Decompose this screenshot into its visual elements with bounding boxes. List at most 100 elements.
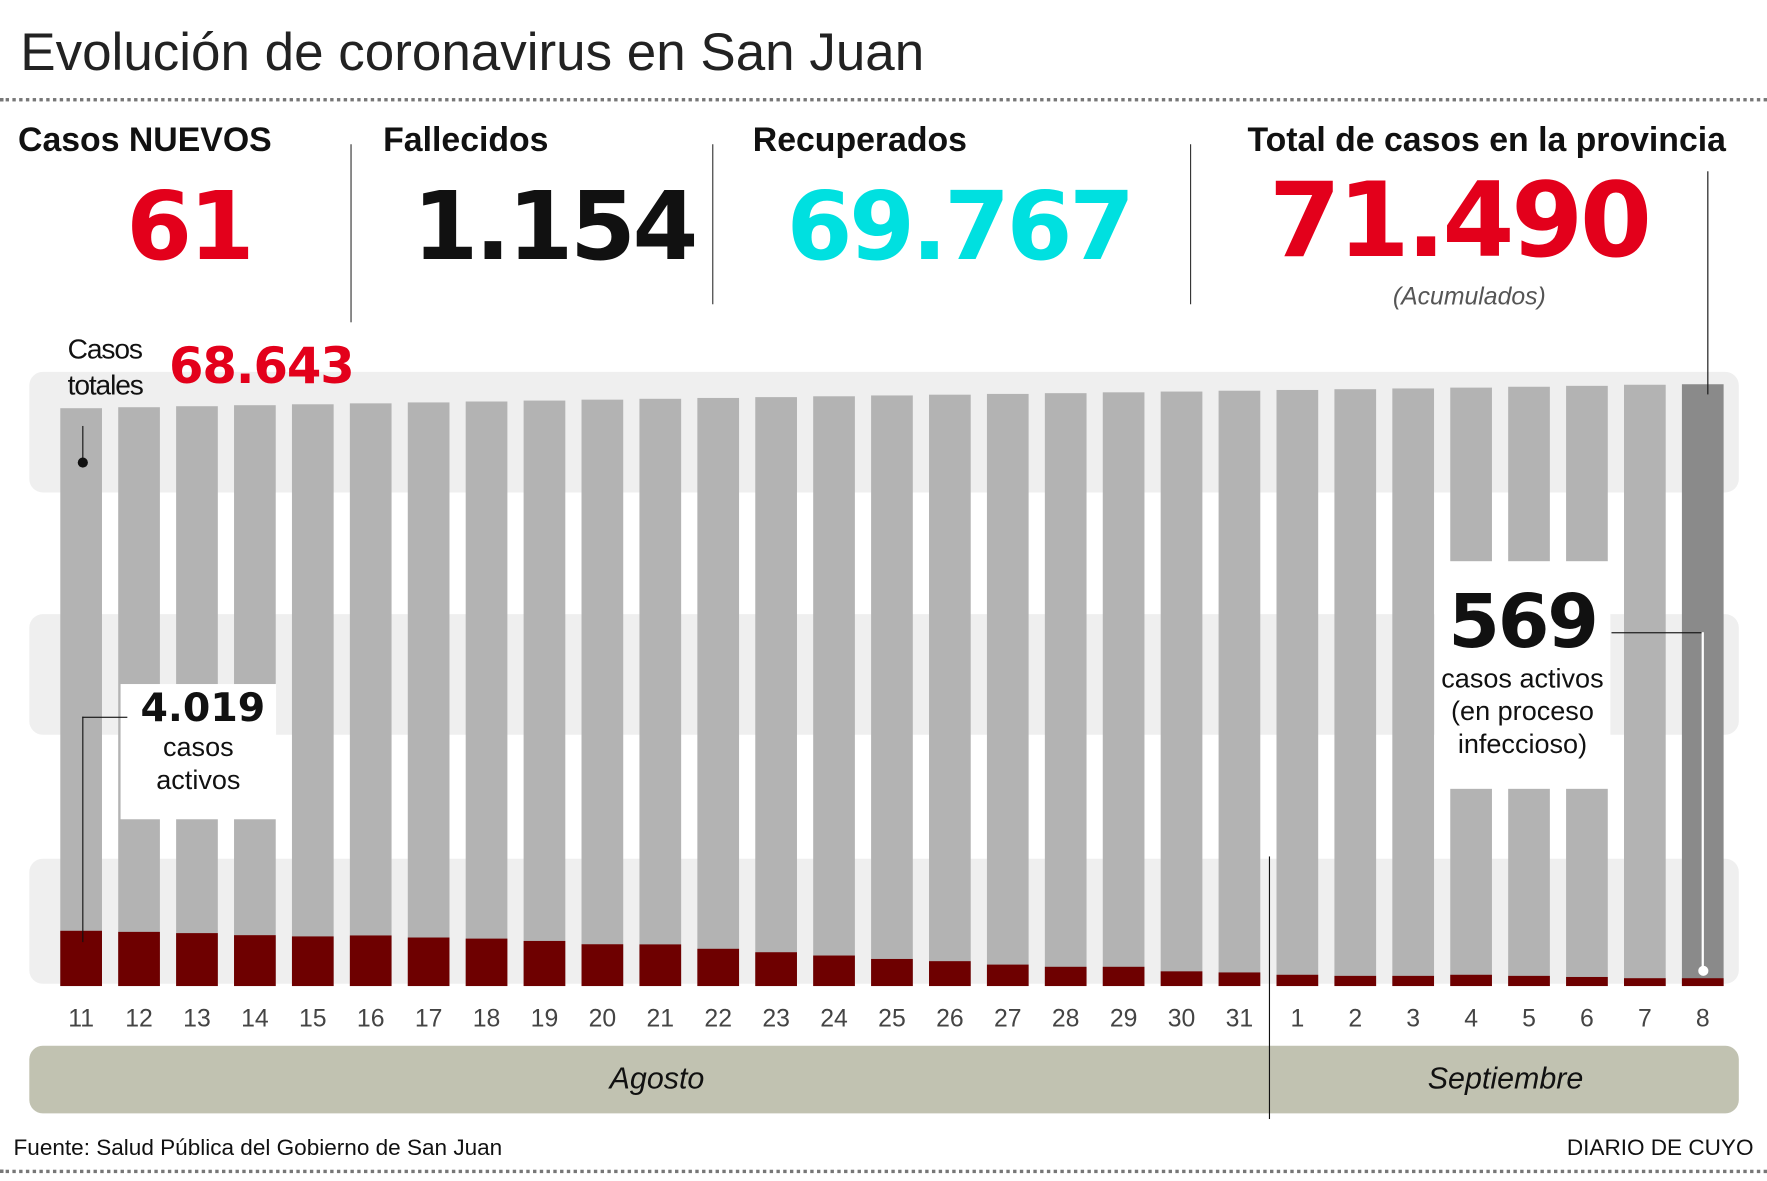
- page-title: Evolución de coronavirus en San Juan: [20, 21, 925, 82]
- month-divider: [1268, 856, 1271, 1120]
- x-tick-label: 5: [1522, 1006, 1536, 1033]
- bar-active: [1392, 975, 1435, 987]
- x-tick-label: 7: [1638, 1006, 1652, 1033]
- bar-active: [234, 935, 276, 987]
- leader-line: [82, 716, 84, 943]
- bar-active: [1508, 975, 1550, 987]
- bar-active: [871, 958, 913, 987]
- month-label-agosto: Agosto: [609, 1061, 705, 1096]
- new-cases-label: Casos NUEVOS: [18, 121, 272, 159]
- x-tick-label: 18: [473, 1006, 501, 1033]
- bar-total: [1218, 390, 1261, 987]
- divider: [712, 144, 714, 305]
- bar-total: [349, 403, 392, 987]
- bar-total: [871, 395, 913, 987]
- total-note: (Acumulados): [1392, 281, 1546, 310]
- label-line: (en proceso: [1451, 696, 1594, 727]
- bar-active: [1276, 974, 1319, 987]
- x-tick-label: 6: [1580, 1006, 1594, 1033]
- bar-active: [1450, 974, 1492, 987]
- recovered-value: 69.767: [786, 171, 1135, 282]
- bar-total: [1160, 391, 1203, 987]
- label-line: casos activos: [1441, 663, 1604, 695]
- bar-total: [755, 397, 797, 987]
- x-tick-label: 26: [936, 1006, 964, 1033]
- bar-total: [639, 398, 682, 987]
- bar-total: [1276, 389, 1319, 987]
- label-line: Casos: [67, 333, 143, 366]
- month-label-septiembre: Septiembre: [1427, 1061, 1584, 1096]
- x-tick-label: 20: [589, 1006, 617, 1033]
- bar-active: [176, 933, 218, 987]
- bar-active: [1218, 972, 1261, 987]
- leader-line: [82, 716, 128, 718]
- x-tick-label: 12: [125, 1006, 153, 1033]
- divider-bottom: [0, 1169, 1767, 1174]
- bar-active: [1334, 975, 1377, 987]
- deaths-value: 1.154: [412, 171, 698, 282]
- x-tick-label: 24: [820, 1006, 848, 1033]
- leader-line: [82, 425, 84, 463]
- bar-total: [291, 404, 334, 987]
- divider-top: [0, 98, 1767, 102]
- x-tick-label: 29: [1110, 1006, 1138, 1033]
- total-value: 71.490: [1268, 160, 1652, 281]
- bar-active: [118, 931, 160, 987]
- bar-total: [697, 397, 740, 987]
- bar-active: [986, 964, 1029, 987]
- bar-total: [581, 399, 624, 987]
- bar-active: [639, 944, 682, 987]
- source-text: Fuente: Salud Pública del Gobierno de Sa…: [13, 1135, 503, 1161]
- total-label: Total de casos en la provincia: [1247, 121, 1726, 159]
- marker-dot: [1698, 965, 1709, 976]
- bar-total: [1392, 388, 1435, 987]
- bar-active: [349, 935, 392, 987]
- bar-total: [1623, 384, 1666, 987]
- total-first-value: 68.643: [169, 338, 355, 396]
- x-tick-label: 1: [1290, 1006, 1304, 1033]
- new-cases-value: 61: [126, 171, 254, 282]
- x-tick-label: 21: [646, 1006, 674, 1033]
- bar-active: [581, 944, 624, 987]
- x-tick-label: 30: [1168, 1006, 1196, 1033]
- active-first-value: 4.019: [140, 686, 266, 732]
- bar-active: [1102, 966, 1145, 987]
- x-tick-label: 16: [357, 1006, 385, 1033]
- deaths-label: Fallecidos: [383, 121, 549, 159]
- brand-text: DIARIO DE CUYO: [1566, 1135, 1754, 1161]
- x-tick-label: 19: [531, 1006, 559, 1033]
- x-tick-label: 17: [415, 1006, 443, 1033]
- x-tick-label: 14: [241, 1006, 269, 1033]
- bar-active: [755, 952, 797, 987]
- bar-active: [523, 940, 566, 987]
- leader-line: [1701, 632, 1704, 971]
- bar-active: [1681, 978, 1724, 987]
- bar-active: [407, 937, 450, 987]
- bar-active: [1566, 976, 1608, 987]
- label-line: casos: [162, 732, 234, 763]
- bar-active: [929, 961, 971, 987]
- bar-active: [60, 930, 102, 987]
- bar-active: [697, 948, 740, 987]
- bar-total: [929, 394, 971, 987]
- divider: [1190, 144, 1192, 305]
- x-tick-label: 23: [762, 1006, 790, 1033]
- leader-line: [1611, 632, 1702, 634]
- bar-active: [813, 955, 855, 987]
- bar-total: [1102, 392, 1145, 987]
- total-cases-label: Casos totales: [67, 331, 144, 403]
- x-tick-label: 4: [1464, 1006, 1478, 1033]
- month-band: [29, 1045, 1739, 1114]
- x-tick-label: 2: [1348, 1006, 1362, 1033]
- active-first-box: 4.019 casos activos: [120, 684, 277, 820]
- x-tick-label: 25: [878, 1006, 906, 1033]
- x-tick-label: 31: [1226, 1006, 1254, 1033]
- active-last-value: 569: [1448, 578, 1599, 665]
- bar-active: [1623, 978, 1666, 987]
- x-tick-label: 15: [299, 1006, 327, 1033]
- bar-total: [813, 396, 855, 987]
- x-tick-label: 22: [704, 1006, 732, 1033]
- label-line: totales: [67, 369, 144, 402]
- bar-total: [523, 400, 566, 987]
